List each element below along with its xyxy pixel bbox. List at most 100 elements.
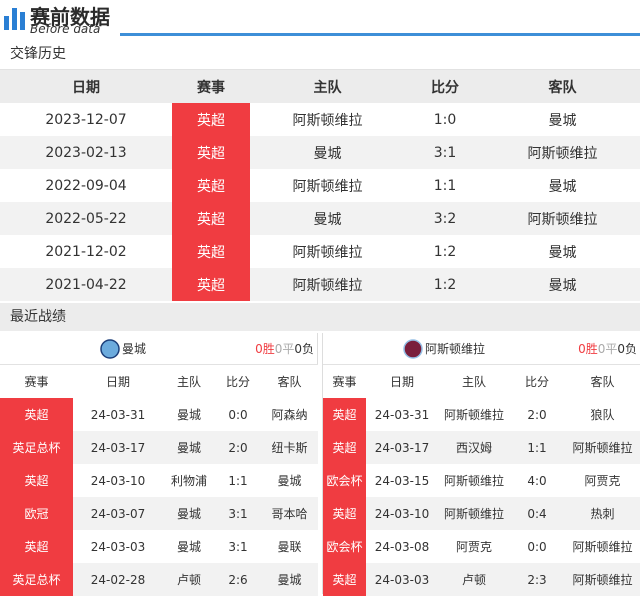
table-cell: 3:1 bbox=[228, 539, 248, 554]
table-cell: 24-03-17 bbox=[374, 440, 430, 455]
table-cell: 曼城 bbox=[176, 507, 201, 521]
h2h-table: 日期 赛事 主队 比分 客队 2023-12-07 英超 阿斯顿维拉 1:0 曼城 2023-02-… bbox=[0, 70, 640, 302]
column-header: 比分 bbox=[524, 375, 549, 389]
table-cell: 1:1 bbox=[433, 177, 457, 194]
table-cell: 1:0 bbox=[433, 111, 457, 128]
table-cell: 4:0 bbox=[527, 473, 547, 488]
table-cell: 阿斯顿维拉 bbox=[292, 244, 363, 261]
table-cell: 曼城 bbox=[277, 474, 302, 488]
table-cell: 卢顿 bbox=[461, 573, 486, 587]
table-cell: 曼城 bbox=[176, 441, 201, 455]
record-part: 0胜 bbox=[578, 342, 598, 356]
table-cell: 24-03-03 bbox=[374, 572, 430, 587]
competition-cell: 英超 bbox=[323, 431, 366, 464]
competition-cell: 英超 bbox=[323, 398, 366, 431]
table-cell: 3:2 bbox=[433, 210, 457, 227]
competition-cell: 英超 bbox=[172, 202, 250, 235]
table-cell: 曼城 bbox=[277, 573, 302, 587]
competition-cell: 英超 bbox=[0, 530, 73, 563]
column-header: 比分 bbox=[225, 375, 250, 389]
table-cell: 热刺 bbox=[590, 507, 615, 521]
h2h-title: 交锋历史 bbox=[0, 40, 640, 70]
table-cell: 阿斯顿维拉 bbox=[292, 178, 363, 195]
team-name: 阿斯顿维拉 bbox=[425, 342, 486, 356]
table-cell: 狼队 bbox=[590, 408, 615, 422]
column-header: 比分 bbox=[431, 79, 459, 96]
table-cell: 阿斯顿维拉 bbox=[527, 145, 598, 162]
table-row bbox=[323, 398, 640, 431]
competition-cell: 英超 bbox=[0, 398, 73, 431]
table-cell: 阿斯顿维拉 bbox=[443, 474, 504, 488]
competition-cell: 英超 bbox=[172, 235, 250, 268]
table-row bbox=[0, 202, 640, 235]
team-record: 0胜 0平 0负 bbox=[578, 333, 637, 365]
table-row bbox=[0, 103, 640, 136]
competition-cell: 欧会杯 bbox=[323, 530, 366, 563]
table-cell: 阿森纳 bbox=[271, 408, 308, 422]
table-cell: 2:6 bbox=[228, 572, 248, 587]
recent-title: 最近战绩 bbox=[0, 303, 640, 331]
column-header: 日期 bbox=[389, 375, 414, 389]
team-record: 0胜 0平 0负 bbox=[255, 333, 314, 365]
team-header: 阿斯顿维拉 0胜 0平 0负 bbox=[323, 333, 640, 365]
column-header: 日期 bbox=[105, 375, 130, 389]
table-cell: 24-03-10 bbox=[374, 506, 430, 521]
table-cell: 卢顿 bbox=[176, 573, 201, 587]
competition-cell: 英超 bbox=[323, 563, 366, 596]
table-cell: 阿斯顿维拉 bbox=[292, 112, 363, 129]
competition-cell: 英超 bbox=[172, 169, 250, 202]
record-part: 0平 bbox=[597, 342, 618, 356]
column-header: 客队 bbox=[277, 375, 302, 389]
record-part: 0胜 bbox=[255, 342, 275, 356]
header-row bbox=[0, 365, 318, 398]
header-line bbox=[120, 33, 640, 36]
table-row bbox=[0, 136, 640, 169]
table-cell: 阿斯顿维拉 bbox=[527, 211, 598, 228]
column-header: 主队 bbox=[176, 375, 201, 389]
table-cell: 阿斯顿维拉 bbox=[443, 507, 504, 521]
table-cell: 0:0 bbox=[527, 539, 547, 554]
header-row bbox=[0, 70, 640, 103]
recent-panel: 曼城 0胜 0平 0负 赛事 日期 主队 比分 客队 英超 24-03-31 曼城 0:0 阿森纳 英足总杯… bbox=[0, 333, 318, 596]
table-cell: 24-03-15 bbox=[374, 473, 430, 488]
table-cell: 24-03-31 bbox=[374, 407, 430, 422]
record-part: 0平 bbox=[274, 342, 295, 356]
table-cell: 阿斯顿维拉 bbox=[572, 573, 633, 587]
table-cell: 24-03-07 bbox=[90, 506, 146, 521]
header-row bbox=[323, 365, 640, 398]
table-cell: 2021-12-02 bbox=[45, 243, 127, 260]
table-cell: 阿斯顿维拉 bbox=[572, 540, 633, 554]
table-cell: 曼联 bbox=[277, 540, 302, 554]
competition-cell: 英足总杯 bbox=[0, 431, 73, 464]
table-cell: 西汉姆 bbox=[455, 441, 492, 455]
competition-cell: 欧冠 bbox=[0, 497, 73, 530]
table-cell: 曼城 bbox=[313, 145, 342, 162]
table-cell: 曼城 bbox=[548, 277, 577, 294]
table-cell: 曼城 bbox=[176, 408, 201, 422]
table-row bbox=[0, 235, 640, 268]
column-header: 主队 bbox=[461, 375, 486, 389]
table-cell: 24-03-31 bbox=[90, 407, 146, 422]
team-name: 曼城 bbox=[122, 342, 147, 356]
table-cell: 阿斯顿维拉 bbox=[443, 408, 504, 422]
table-cell: 曼城 bbox=[548, 112, 577, 129]
table-cell: 阿斯顿维拉 bbox=[292, 277, 363, 294]
recent-panel: 阿斯顿维拉 0胜 0平 0负 赛事 日期 主队 比分 客队 英超 24-03-31 阿斯顿维拉 2:0 狼… bbox=[322, 333, 640, 596]
table-cell: 24-03-10 bbox=[90, 473, 146, 488]
table-cell: 24-03-03 bbox=[90, 539, 146, 554]
table-cell: 利物浦 bbox=[170, 474, 207, 488]
competition-cell: 英超 bbox=[0, 464, 73, 497]
record-part: 0负 bbox=[294, 342, 314, 356]
table-cell: 2023-12-07 bbox=[45, 111, 127, 128]
table-cell: 24-03-17 bbox=[90, 440, 146, 455]
table-row bbox=[323, 464, 640, 497]
column-header: 赛事 bbox=[197, 79, 225, 96]
competition-cell: 英超 bbox=[172, 103, 250, 136]
table-row bbox=[0, 169, 640, 202]
team-icon bbox=[100, 339, 120, 359]
competition-cell: 英超 bbox=[172, 268, 250, 301]
table-cell: 3:1 bbox=[228, 506, 248, 521]
table-cell: 阿斯顿维拉 bbox=[572, 441, 633, 455]
table-cell: 1:2 bbox=[433, 276, 457, 293]
table-cell: 0:4 bbox=[527, 506, 547, 521]
